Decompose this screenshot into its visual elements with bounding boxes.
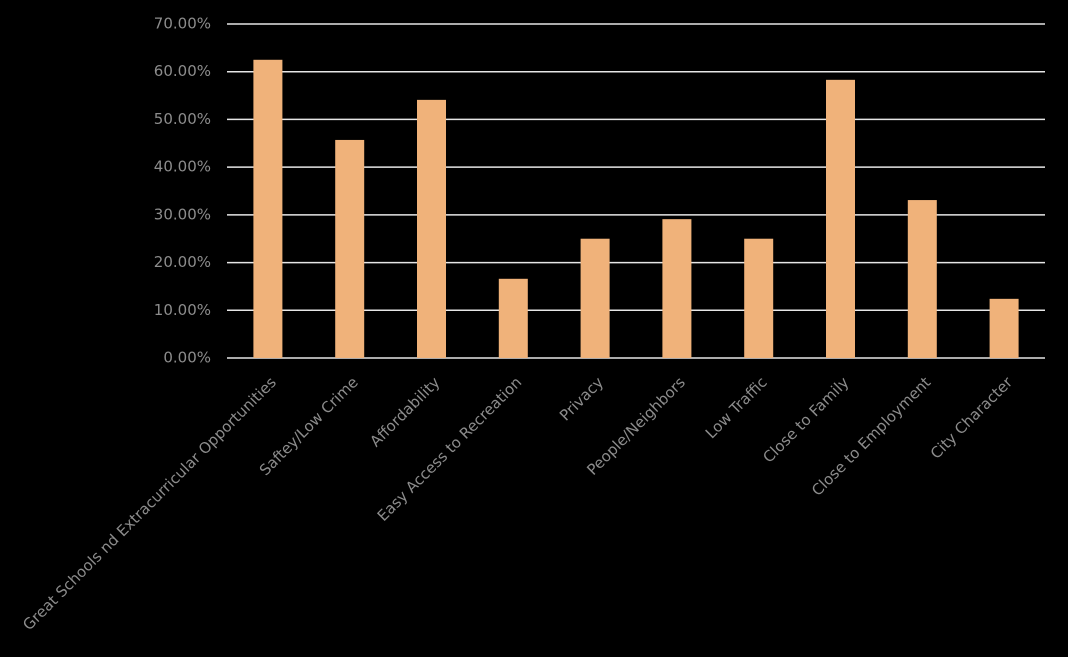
x-tick-label: Low Traffic: [702, 373, 771, 442]
y-tick-label: 20.00%: [154, 253, 211, 271]
bar: [253, 59, 283, 359]
y-tick-label: 40.00%: [154, 158, 211, 176]
y-tick-label: 0.00%: [163, 349, 211, 367]
bar: [498, 278, 528, 358]
x-tick-label: Privacy: [556, 373, 607, 424]
x-tick-label: Affordability: [366, 373, 443, 450]
x-tick-label: City Character: [927, 373, 1017, 463]
y-tick-label: 70.00%: [154, 15, 211, 33]
x-tick-label: Great Schools nd Extracurricular Opportu…: [19, 373, 280, 634]
bar: [989, 298, 1019, 358]
bar: [417, 99, 446, 358]
bar: [744, 238, 774, 358]
x-tick-label: Easy Access to Recreation: [374, 373, 526, 525]
bar: [826, 79, 855, 358]
y-tick-label: 30.00%: [154, 205, 211, 223]
x-tick-label: Close to Family: [759, 373, 852, 466]
bar: [580, 238, 610, 358]
y-tick-label: 50.00%: [154, 110, 211, 128]
bar: [335, 139, 365, 358]
bar: [662, 219, 692, 358]
y-tick-label: 60.00%: [154, 62, 211, 80]
bar: [907, 200, 937, 358]
y-tick-label: 10.00%: [154, 301, 211, 319]
